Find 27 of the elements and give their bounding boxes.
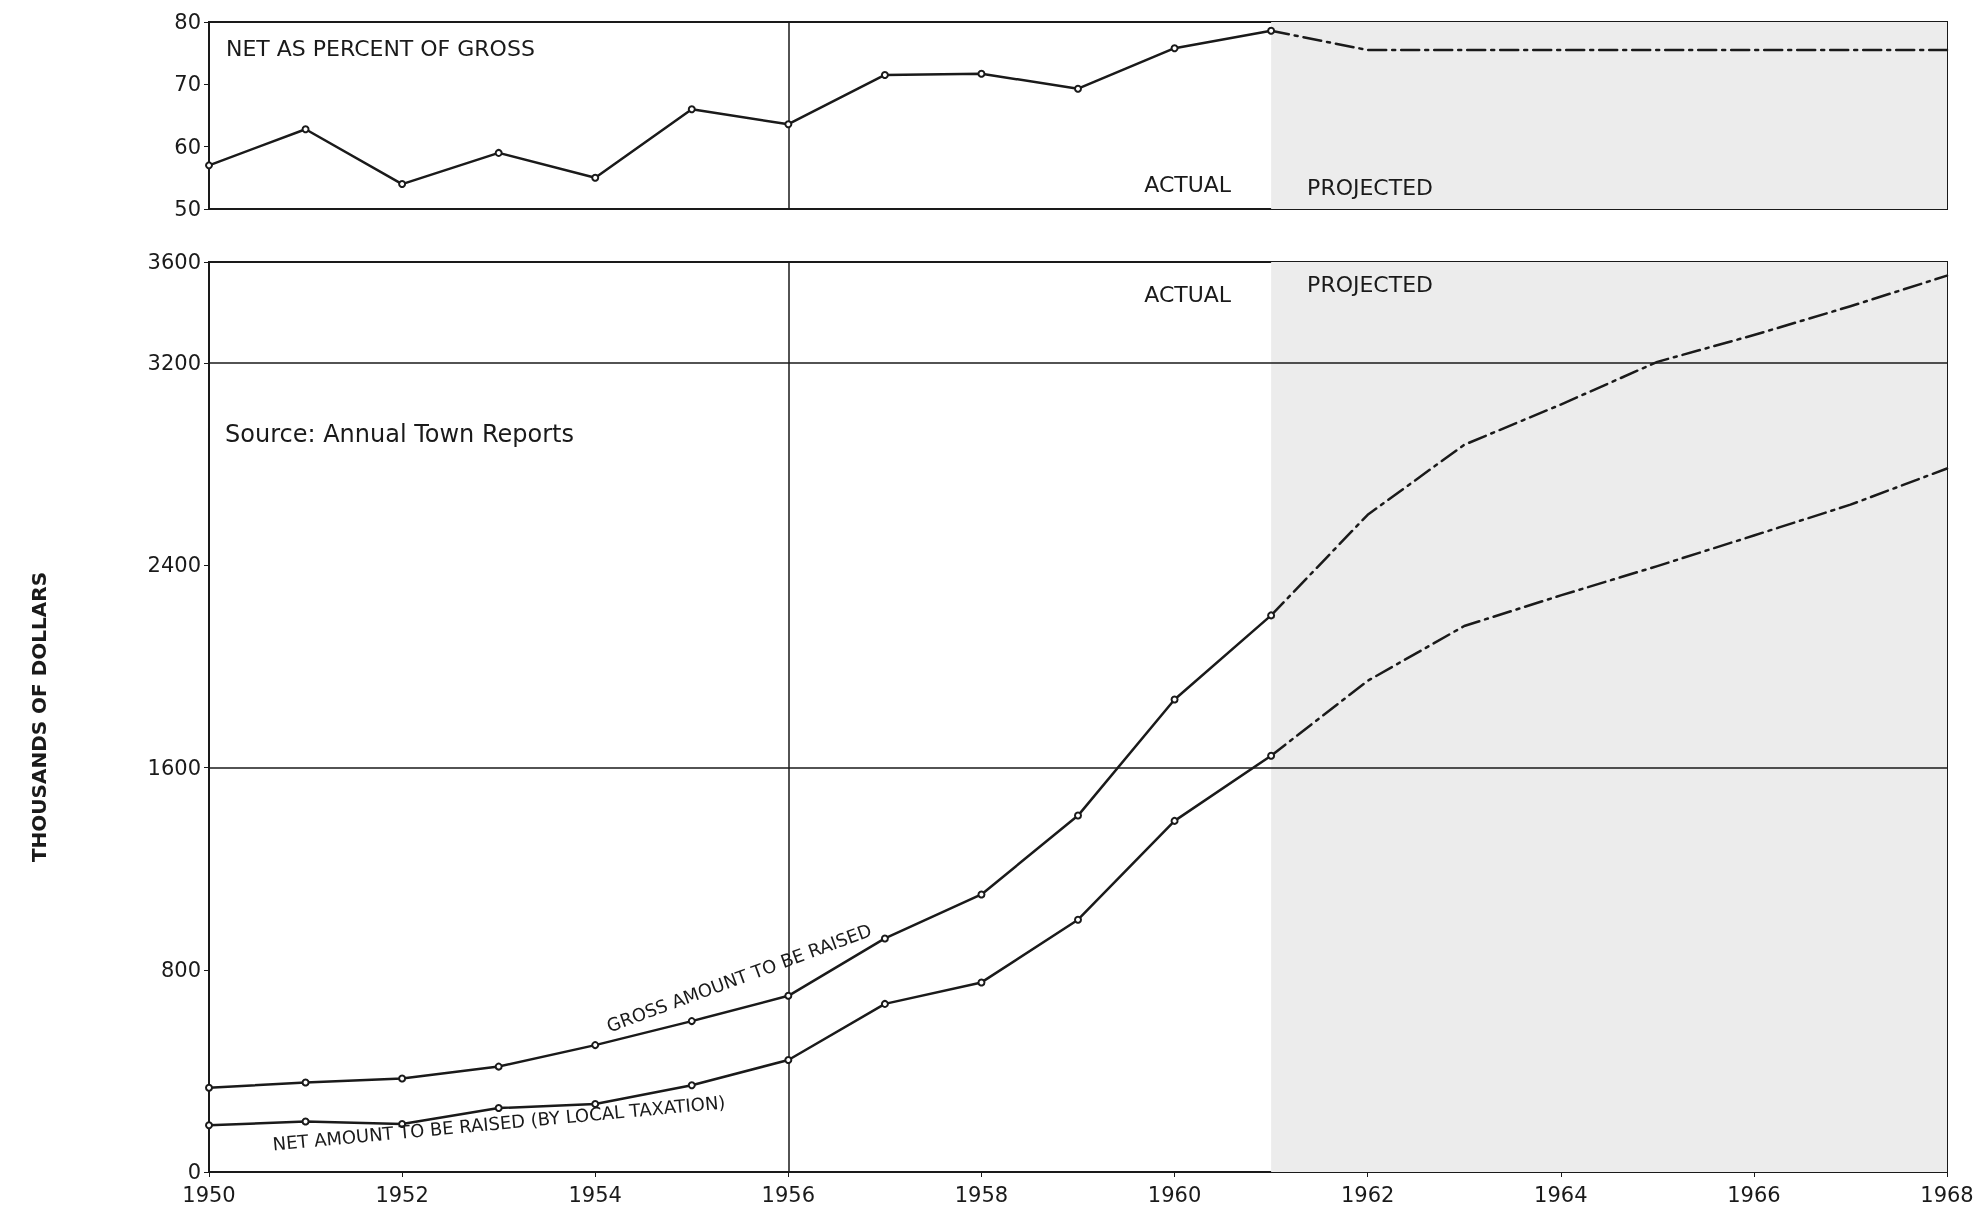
y-axis-title: THOUSANDS OF DOLLARS <box>27 571 51 863</box>
annotation: ACTUAL <box>1144 171 1232 197</box>
y-tick-label: 1600 <box>147 755 201 780</box>
x-tick-label: 1956 <box>761 1182 816 1207</box>
x-tick-label: 1962 <box>1340 1182 1395 1207</box>
annotation: Source: Annual Town Reports <box>225 420 574 448</box>
x-tick-label: 1952 <box>375 1182 429 1207</box>
text: NET AS PERCENT OF GROSS <box>226 35 535 61</box>
band-label: PROJECTED <box>1307 271 1434 297</box>
x-tick-label: 1966 <box>1727 1182 1781 1207</box>
y-tick-label: 3200 <box>147 351 201 376</box>
x-tick-label: 1964 <box>1534 1182 1588 1207</box>
y-tick-label: 70 <box>174 72 201 97</box>
y-tick-label: 0 <box>187 1160 201 1184</box>
y-tick-label: 60 <box>174 134 201 159</box>
y-tick-label: 3600 <box>147 250 201 274</box>
y-tick-label: 80 <box>174 10 201 34</box>
x-tick-label: 1960 <box>1147 1182 1202 1207</box>
x-tick-label: 1958 <box>954 1182 1009 1207</box>
y-tick-label: 2400 <box>147 553 201 578</box>
x-tick-label: 1954 <box>568 1182 622 1207</box>
y-tick-label: 800 <box>160 957 201 982</box>
band-label: PROJECTED <box>1307 174 1434 200</box>
y-tick-label: 50 <box>174 197 201 221</box>
annotation: ACTUAL <box>1144 282 1232 308</box>
x-tick-label: 1968 <box>1920 1182 1974 1207</box>
x-tick-label: 1950 <box>182 1182 236 1207</box>
